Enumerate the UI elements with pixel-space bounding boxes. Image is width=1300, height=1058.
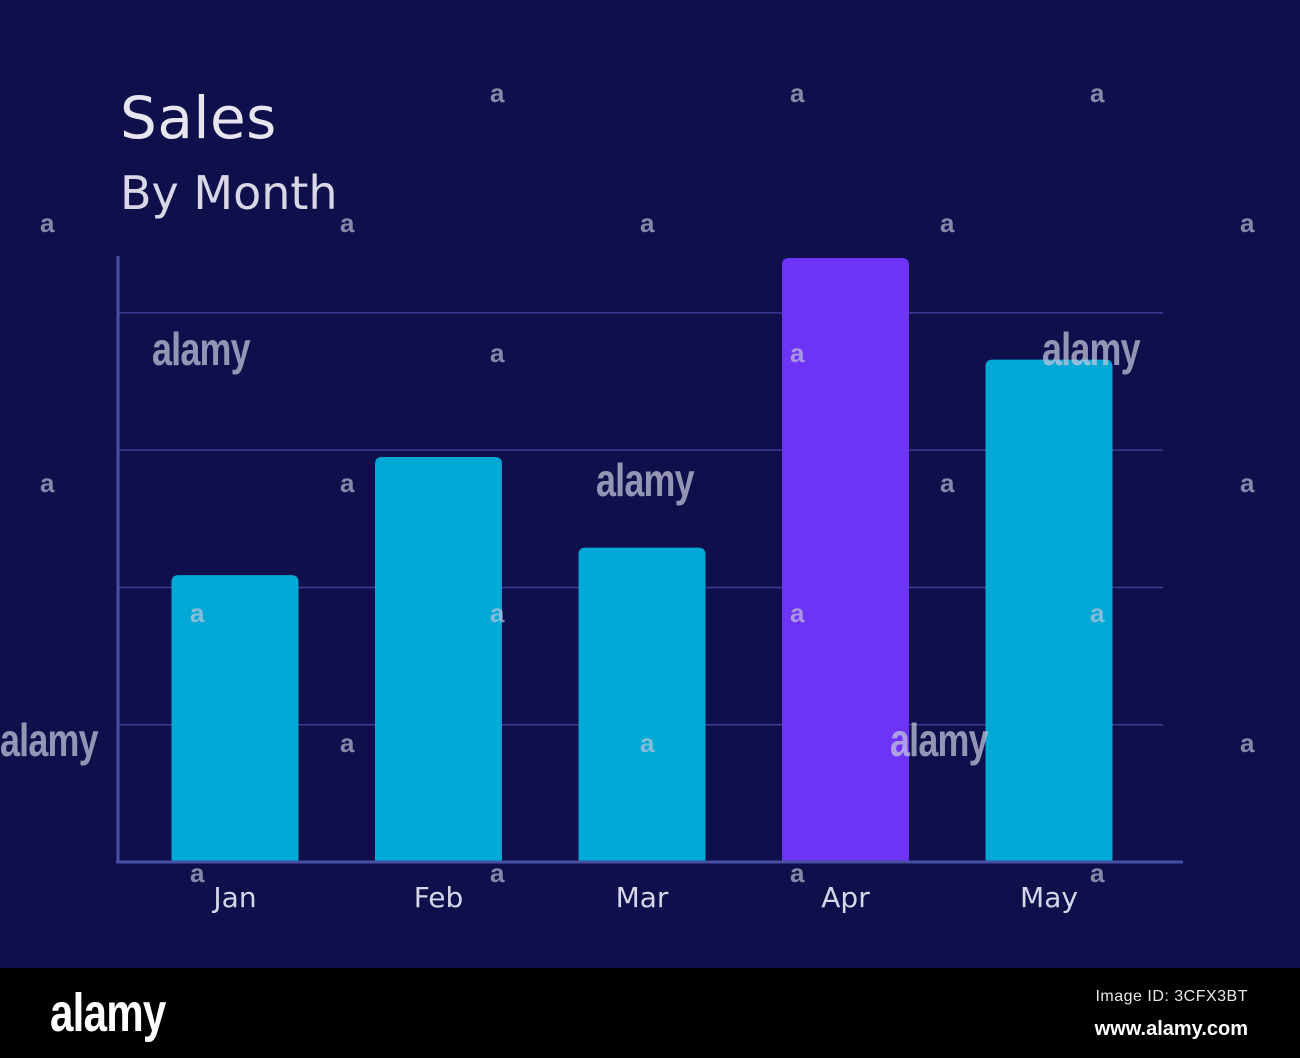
bar-jan [171, 575, 299, 862]
watermark-glyph: a [1240, 208, 1255, 238]
image-id: Image ID: 3CFX3BT [1095, 988, 1248, 1005]
watermark-glyph: a [790, 78, 805, 108]
chart-area: Sales By Month Jan Feb Mar Apr May alamy ala… [0, 78, 1255, 914]
watermark-glyph: a [790, 858, 805, 888]
watermark-glyph: a [340, 208, 355, 238]
watermark-glyph: a [490, 338, 505, 368]
watermark-glyph: a [1090, 78, 1105, 108]
x-tick-label: Apr [821, 881, 870, 914]
watermark-text: alamy [1042, 323, 1141, 375]
watermark-glyph: a [490, 858, 505, 888]
watermark-glyph: a [490, 78, 505, 108]
watermark-glyph: a [1090, 598, 1105, 628]
bar-may [985, 359, 1113, 862]
bar-apr [782, 258, 909, 862]
watermark-glyph: a [40, 468, 55, 498]
stock-footer: alamy Image ID: 3CFX3BT www.alamy.com [0, 968, 1300, 1058]
watermark-text: alamy [0, 714, 99, 766]
bar-chart: Jan Feb Mar Apr May [116, 256, 1183, 914]
x-tick-label: Mar [616, 881, 669, 914]
watermark-glyph: a [1240, 728, 1255, 758]
watermark-glyph: a [640, 208, 655, 238]
bar-mar [578, 547, 706, 862]
watermark-glyph: a [490, 598, 505, 628]
alamy-logo: alamy [50, 983, 166, 1043]
watermark-glyph: a [940, 468, 955, 498]
chart-subtitle: By Month [120, 166, 338, 220]
bar-feb [375, 457, 502, 862]
watermark-glyph: a [340, 728, 355, 758]
watermark-text: alamy [890, 714, 989, 766]
x-tick-labels: Jan Feb Mar Apr May [211, 881, 1078, 914]
x-tick-label: May [1020, 881, 1078, 914]
watermark-text: alamy [152, 323, 251, 375]
watermark-glyph: a [40, 208, 55, 238]
watermark-text: alamy [596, 454, 695, 506]
watermark-glyph: a [1090, 858, 1105, 888]
axes [116, 256, 1183, 864]
watermark-glyph: a [790, 598, 805, 628]
watermark-glyph: a [640, 728, 655, 758]
site-url: www.alamy.com [1094, 1018, 1248, 1040]
watermark-glyph: a [1240, 468, 1255, 498]
chart-title: Sales [120, 84, 277, 152]
bars [171, 258, 1113, 862]
watermark-glyph: a [340, 468, 355, 498]
watermark-glyph: a [940, 208, 955, 238]
watermark-glyph: a [190, 858, 205, 888]
x-tick-label: Jan [211, 881, 256, 914]
x-tick-label: Feb [414, 881, 464, 914]
watermark-glyph: a [790, 338, 805, 368]
watermark-glyph: a [190, 598, 205, 628]
